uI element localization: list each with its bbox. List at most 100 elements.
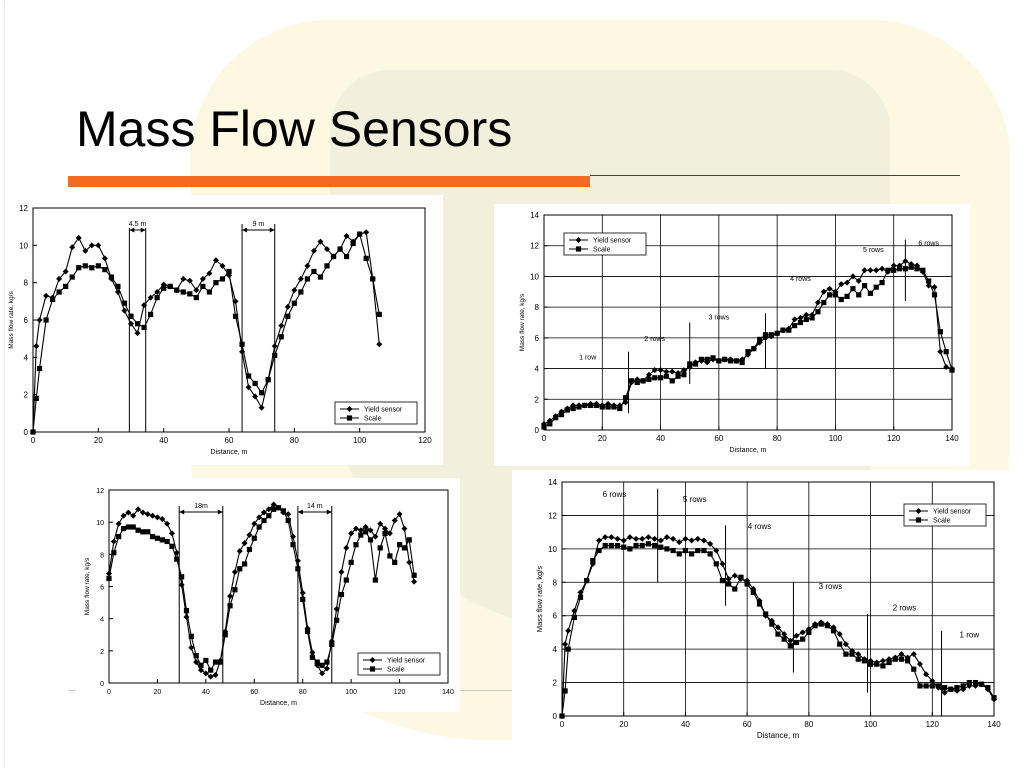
data-point: [363, 229, 370, 236]
data-point: [646, 376, 652, 382]
gap-label-bg: [189, 501, 214, 510]
data-point: [363, 255, 369, 261]
legend-marker: [369, 657, 376, 663]
data-point: [558, 412, 565, 418]
data-point: [633, 542, 639, 549]
data-point: [219, 262, 226, 269]
data-point: [608, 534, 615, 541]
data-point: [663, 368, 670, 375]
data-point: [616, 402, 623, 409]
data-point: [793, 632, 800, 639]
data-point: [298, 289, 304, 295]
data-point: [187, 291, 193, 297]
y-tick-label: 2: [535, 395, 540, 404]
series-scale: [30, 231, 382, 435]
data-point: [348, 530, 355, 537]
data-point: [82, 263, 88, 269]
y-tick-label: 4: [24, 353, 29, 362]
data-point: [682, 535, 689, 542]
data-point: [337, 246, 343, 252]
data-point: [396, 542, 403, 548]
data-point: [923, 671, 930, 678]
data-point: [861, 267, 868, 274]
data-point: [688, 537, 695, 544]
x-tick-label: 20: [598, 434, 607, 443]
data-point: [818, 621, 824, 627]
data-point: [115, 283, 121, 289]
data-point: [719, 578, 726, 584]
data-point: [896, 262, 903, 269]
data-point: [231, 569, 238, 576]
x-tick-label: 40: [656, 434, 665, 443]
data-point: [145, 529, 151, 535]
data-point: [168, 530, 175, 537]
data-point: [707, 540, 714, 547]
data-point: [797, 314, 804, 321]
data-point: [726, 581, 732, 587]
data-point: [309, 654, 315, 660]
data-point: [722, 356, 728, 362]
y-axis-label: Mass flow rate, kg/s: [519, 293, 526, 351]
plot-frame: [543, 214, 953, 431]
data-point: [125, 524, 131, 530]
data-point: [739, 359, 745, 366]
data-point: [314, 659, 320, 665]
data-point: [838, 296, 844, 303]
data-point: [241, 540, 248, 547]
data-point: [657, 537, 664, 544]
data-point: [793, 639, 800, 646]
data-point: [382, 530, 388, 537]
data-point: [792, 322, 798, 329]
data-point: [626, 534, 633, 541]
data-point: [820, 288, 827, 295]
data-point: [135, 527, 141, 533]
data-point: [541, 424, 547, 430]
legend-label: Scale: [387, 667, 405, 674]
dimension-arrow: [179, 509, 185, 515]
data-point: [935, 683, 942, 689]
data-point: [701, 547, 707, 554]
data-point: [931, 292, 938, 298]
dimension-arrow: [297, 509, 303, 515]
data-point: [251, 520, 258, 527]
data-point: [861, 283, 868, 289]
data-point: [692, 361, 699, 367]
gap-label-bg: [125, 219, 150, 228]
x-tick-label: 0: [107, 689, 111, 696]
data-point: [30, 429, 36, 435]
x-tick-label: 100: [864, 720, 878, 729]
x-tick-label: 20: [94, 436, 103, 445]
data-point: [645, 534, 652, 541]
dimension-arrow: [217, 509, 223, 515]
data-point: [147, 294, 154, 301]
data-point: [324, 659, 330, 665]
x-tick-label: 20: [154, 689, 162, 696]
data-point: [188, 633, 194, 639]
legend-marker: [369, 666, 376, 672]
data-point: [867, 661, 874, 667]
legend: Yield sensor Scale: [903, 503, 987, 527]
data-point: [180, 275, 187, 282]
data-point: [954, 684, 960, 691]
data-point: [787, 643, 793, 649]
data-point: [285, 511, 292, 518]
data-point: [239, 341, 245, 347]
data-point: [713, 561, 719, 567]
y-tick-label: 10: [530, 272, 539, 281]
data-point: [781, 631, 788, 638]
data-point: [174, 556, 180, 562]
data-point: [593, 402, 600, 409]
data-point: [885, 267, 891, 273]
data-point: [657, 367, 664, 374]
chart-top-right: 0 20 40 60 80 100 120 140 0 2 4 6 8 10 12 14 Distance, m…: [494, 204, 970, 466]
data-point: [56, 275, 63, 282]
data-point: [164, 538, 170, 545]
data-point: [334, 617, 340, 623]
data-point: [824, 623, 830, 629]
x-tick-label: 0: [560, 720, 565, 729]
data-point: [411, 572, 417, 578]
data-point: [902, 266, 908, 272]
legend-label: Scale: [364, 416, 382, 423]
data-point: [923, 683, 929, 689]
data-point: [108, 274, 114, 280]
